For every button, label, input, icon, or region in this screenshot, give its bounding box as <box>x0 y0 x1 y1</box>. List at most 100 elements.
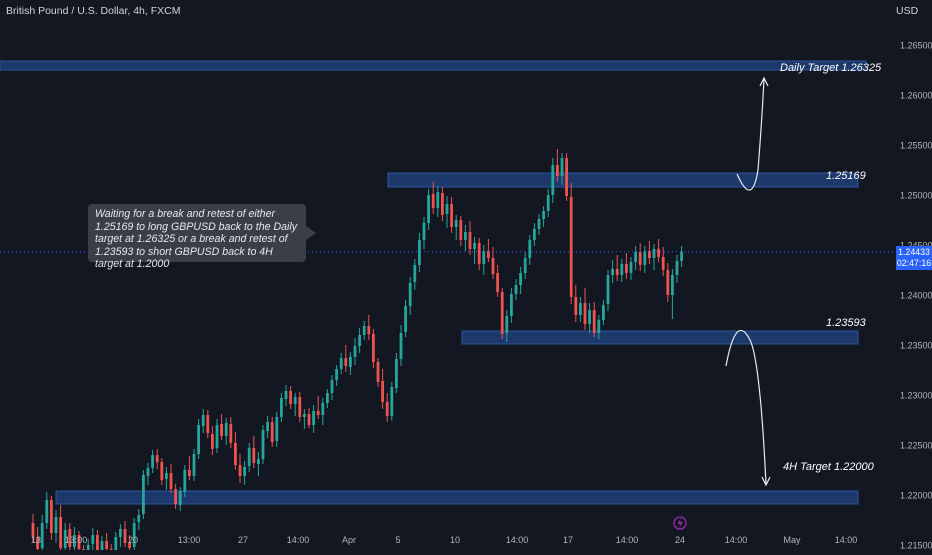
candle-body <box>473 243 476 249</box>
candle-body <box>119 529 122 537</box>
candle-body <box>229 424 233 443</box>
arrowhead-up-icon <box>759 76 769 87</box>
candle-body <box>105 541 108 549</box>
annotation-callout[interactable]: Waiting for a break and retest of either… <box>88 204 316 270</box>
candle-body <box>238 465 242 476</box>
candle-body <box>68 529 72 547</box>
candle-body <box>362 326 366 335</box>
resistance-zone <box>387 172 859 188</box>
y-tick-label: 1.25500 <box>900 141 932 151</box>
candle-body <box>592 310 596 333</box>
short-projection-arrow <box>725 329 767 485</box>
candle-body <box>73 535 76 547</box>
lightning-bolt-icon <box>673 516 687 530</box>
candle-body <box>275 417 279 441</box>
candle-body <box>528 240 532 258</box>
y-tick-label: 1.25000 <box>900 191 932 201</box>
candle-body <box>234 443 237 465</box>
candle-body <box>611 269 614 275</box>
candle-body <box>252 448 256 463</box>
candle-body <box>505 316 509 333</box>
candle-body <box>335 369 338 380</box>
candle-body <box>399 333 403 359</box>
candle-body <box>183 470 187 492</box>
x-tick-label: 14:00 <box>725 535 748 545</box>
candle-body <box>211 434 214 449</box>
candle-body <box>45 500 49 523</box>
candle-body <box>280 398 283 417</box>
x-tick-label: Apr <box>342 535 356 545</box>
candle-body <box>77 535 81 549</box>
candle-body <box>629 262 633 273</box>
candle-body <box>615 269 619 275</box>
candle-body <box>431 194 435 208</box>
candle-body <box>188 470 191 476</box>
4h-target-label: 4H Target 1.22000 <box>783 461 874 473</box>
y-tick-label: 1.23500 <box>900 341 932 351</box>
x-tick-label: 13:00 <box>65 535 88 545</box>
current-price-tag: 1.24433 02:47:16 <box>896 246 932 270</box>
candle-body <box>114 537 118 552</box>
candle-body <box>289 391 292 404</box>
candle-body <box>142 475 145 514</box>
candle-body <box>500 292 504 334</box>
candle-body <box>367 326 371 334</box>
candle-body <box>100 541 104 554</box>
x-tick-label: 14:00 <box>506 535 529 545</box>
candle-body <box>454 220 458 227</box>
candle-body <box>634 252 637 262</box>
candle-body <box>266 422 269 431</box>
candle-body <box>427 195 430 223</box>
candle-body <box>261 430 265 459</box>
x-tick-label: 17 <box>563 535 573 545</box>
candle-body <box>316 411 320 415</box>
x-tick-label: 24 <box>675 535 685 545</box>
candle-body <box>137 515 141 522</box>
candle-body <box>284 391 288 399</box>
candle-body <box>542 211 545 219</box>
candle-body <box>330 380 334 393</box>
x-tick-label: 13:00 <box>178 535 201 545</box>
candle-body <box>445 204 449 214</box>
y-tick-label: 1.22500 <box>900 441 932 451</box>
candle-body <box>381 381 384 402</box>
candle-body <box>178 491 182 505</box>
candle-body <box>40 523 44 548</box>
y-tick-label: 1.26500 <box>900 41 932 51</box>
candle-body <box>514 285 518 294</box>
candle-body <box>353 346 357 357</box>
candle-body <box>220 424 223 436</box>
candle-body <box>675 261 679 275</box>
daily-target-label: Daily Target 1.26325 <box>780 62 882 74</box>
candle-body <box>477 243 481 264</box>
candle-body <box>620 264 624 275</box>
symbol-title[interactable]: British Pound / U.S. Dollar, 4h, FXCM <box>6 5 181 17</box>
candle-body <box>307 414 311 425</box>
support-zone <box>461 330 859 345</box>
x-tick-label: 14:00 <box>287 535 310 545</box>
candle-body <box>657 249 660 257</box>
candle-body <box>349 357 352 367</box>
candle-body <box>197 425 200 454</box>
candle-body <box>128 543 131 548</box>
x-tick-label: 14:00 <box>835 535 858 545</box>
currency-label[interactable]: USD <box>896 5 919 17</box>
daily-target-zone <box>0 60 867 71</box>
candle-body <box>132 523 136 547</box>
y-tick-label: 1.26000 <box>900 91 932 101</box>
candle-body <box>574 297 578 315</box>
candle-body <box>174 489 177 504</box>
candle-body <box>648 251 651 258</box>
candle-body <box>671 275 674 295</box>
candle-body <box>491 258 495 274</box>
candle-body <box>243 467 246 476</box>
candle-body <box>464 232 467 240</box>
x-tick-label: 27 <box>238 535 248 545</box>
candle-body <box>151 455 154 468</box>
candle-body <box>523 258 527 273</box>
x-tick-label: 20 <box>128 535 138 545</box>
resistance-level-label: 1.25169 <box>826 170 866 182</box>
candle-body <box>31 523 35 537</box>
